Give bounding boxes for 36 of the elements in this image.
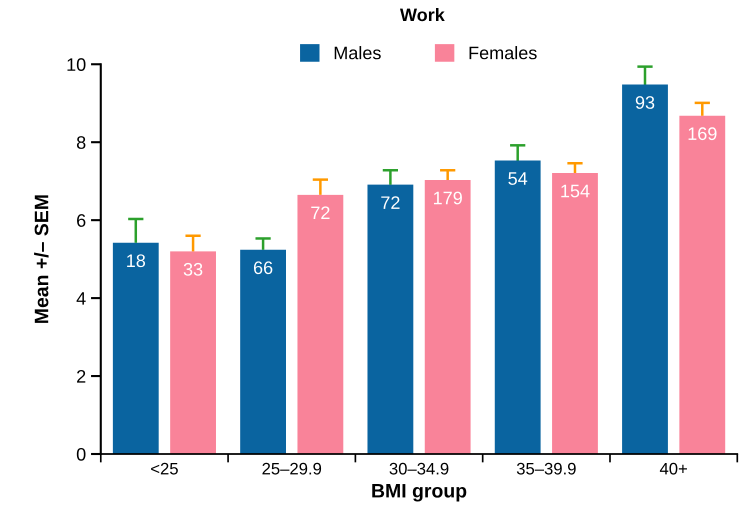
bar [112, 242, 159, 454]
y-tick-label: 0 [76, 448, 86, 461]
annotation: 169 [688, 127, 716, 140]
bar [424, 180, 471, 454]
annotation: 154 [561, 184, 590, 198]
y-tick-label: 8 [76, 136, 86, 149]
legend-label: Females [470, 46, 537, 60]
x-axis-title: BMI group [372, 484, 466, 502]
annotation: 18 [127, 254, 146, 268]
annotation: 72 [381, 196, 400, 209]
legend-label: Males [334, 46, 381, 60]
bar [622, 84, 668, 454]
y-tick-label: 4 [76, 292, 86, 305]
chart-title: Work [400, 8, 445, 22]
bar [552, 172, 598, 454]
y-tick-label: 6 [77, 214, 86, 227]
annotation: 66 [254, 261, 272, 274]
annotation: 54 [508, 172, 528, 185]
y-tick-label: 2 [77, 370, 86, 383]
bar [494, 160, 541, 454]
x-tick-label: 25–29.9 [262, 462, 322, 475]
annotation: 33 [184, 262, 202, 276]
bar [240, 250, 286, 454]
y-tick-label: 10 [67, 58, 86, 71]
bar [297, 194, 344, 454]
bar [679, 116, 726, 454]
x-tick-label: <25 [151, 462, 178, 475]
x-tick-label: 40+ [660, 462, 687, 475]
x-tick-label: 30–34.9 [390, 462, 448, 475]
annotation: 72 [311, 206, 330, 220]
bar [170, 251, 216, 454]
y-axis-title: Mean +/– SEM [34, 195, 49, 323]
bar [367, 184, 414, 454]
annotation: 93 [636, 96, 654, 109]
annotation: 179 [434, 192, 462, 204]
x-tick-label: 35–39.9 [516, 462, 576, 475]
